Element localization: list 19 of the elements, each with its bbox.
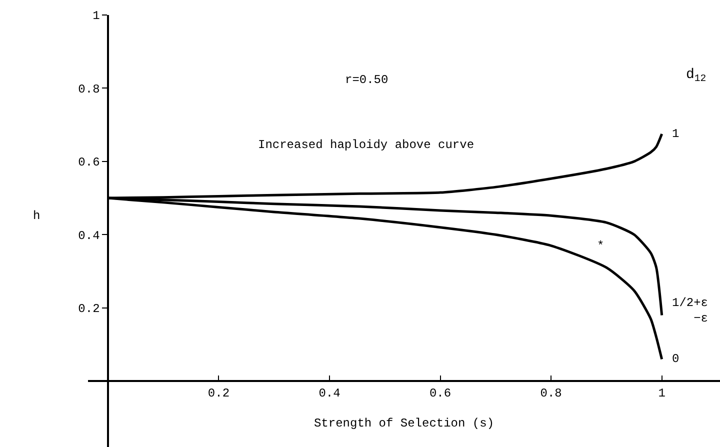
x-tick-label: 0.2 (208, 386, 230, 400)
annotation: r=0.50 (345, 73, 388, 87)
y-tick-label: 0.2 (78, 302, 100, 316)
y-tick-label: 0.6 (78, 156, 100, 170)
x-tick-label: 0.8 (540, 386, 562, 400)
y-axis-title: h (33, 209, 40, 223)
y-tick-label: 0.4 (78, 228, 100, 243)
series-label: 1 (672, 127, 680, 141)
x-tick-label: 0.6 (429, 386, 452, 400)
x-tick-label: 0.4 (318, 386, 340, 400)
x-tick-label: 1 (658, 386, 666, 400)
series-label: 1/2+ε −ε (672, 296, 708, 326)
y-tick-label: 1 (92, 9, 100, 24)
annotation: Increased haploidy above curve (258, 138, 474, 152)
x-axis-title: Strength of Selection (s) (314, 416, 494, 431)
legend-title: d$_{12}$ (686, 67, 706, 84)
y-tick-label: 0.8 (78, 82, 100, 96)
annotation: * (597, 239, 604, 253)
series-label: 0 (672, 352, 680, 366)
